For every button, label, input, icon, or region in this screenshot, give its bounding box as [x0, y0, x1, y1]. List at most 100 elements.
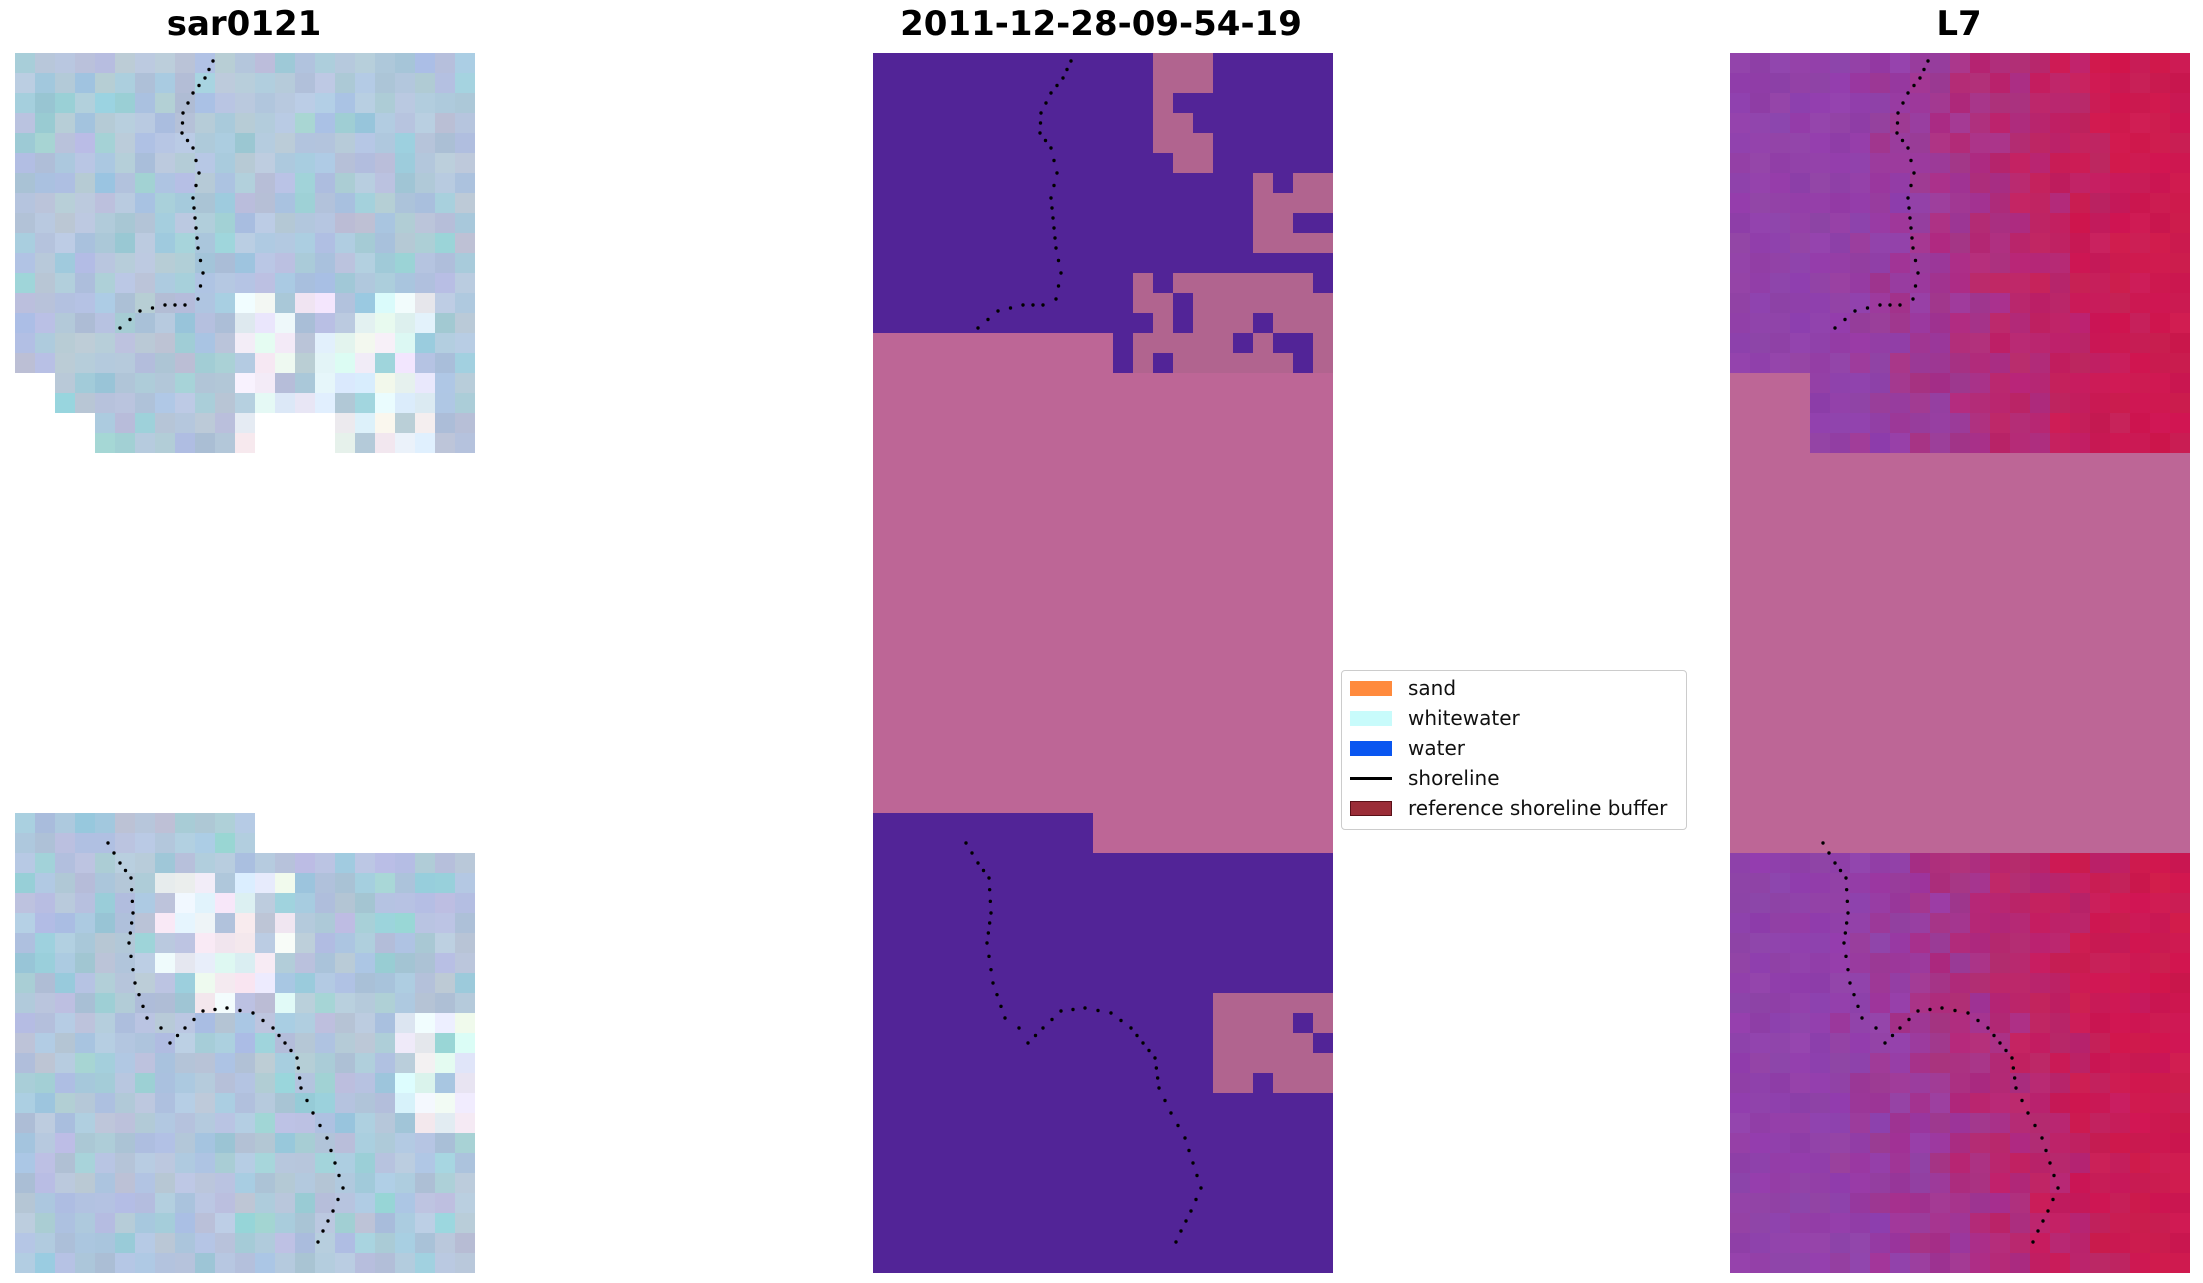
shoreline-point — [2052, 1173, 2056, 1178]
shoreline-point — [150, 306, 155, 310]
shoreline-point — [145, 1016, 149, 1020]
shoreline-point — [1895, 131, 1899, 135]
shoreline-point — [1119, 1018, 1123, 1023]
shoreline-point — [2014, 1086, 2018, 1090]
shoreline-point — [1083, 1006, 1087, 1010]
shoreline-point — [1912, 83, 1916, 88]
shoreline-point — [326, 1219, 330, 1223]
panel-title-rgb: sar0121 — [166, 4, 322, 44]
shoreline-point — [964, 841, 968, 845]
shoreline-point — [1026, 1041, 1030, 1045]
shoreline-point — [1039, 111, 1043, 115]
shoreline-point — [186, 101, 190, 105]
legend-item-water: water — [1350, 734, 1465, 762]
shoreline-point — [1189, 1209, 1193, 1213]
shoreline-point — [1856, 1004, 1860, 1009]
shoreline-point — [133, 981, 137, 985]
shoreline-point — [131, 911, 135, 915]
shoreline-point — [985, 941, 989, 945]
shoreline-point — [995, 992, 999, 997]
shoreline-point — [970, 851, 974, 855]
shoreline-point — [976, 326, 980, 330]
shoreline-point — [1038, 131, 1042, 135]
shoreline-point — [1953, 1008, 1957, 1013]
shoreline-point — [197, 171, 201, 175]
shoreline-point — [2010, 1056, 2014, 1060]
shoreline-point — [987, 887, 992, 892]
shoreline-point — [129, 954, 133, 959]
shoreline-point — [1174, 1240, 1178, 1244]
shoreline-point — [183, 1026, 187, 1030]
shoreline-point — [2051, 1197, 2055, 1202]
shoreline-point — [1049, 146, 1053, 150]
shoreline-point — [129, 921, 134, 925]
shoreline-point — [1056, 284, 1061, 288]
shoreline-point — [1928, 1007, 1932, 1012]
shoreline-point — [1842, 941, 1846, 945]
shoreline-point — [159, 1026, 163, 1030]
shoreline-point — [130, 899, 135, 904]
shoreline-point — [191, 196, 195, 200]
shoreline-point — [316, 1240, 320, 1244]
shoreline-point — [1940, 1006, 1944, 1010]
shoreline-point — [987, 921, 992, 925]
shoreline-point — [999, 1004, 1003, 1009]
shoreline-point — [1179, 1229, 1183, 1233]
legend-item-reference-buffer: reference shoreline buffer — [1350, 794, 1667, 822]
shoreline-point — [1907, 1017, 1911, 1022]
shoreline-point — [1896, 111, 1900, 115]
legend-item-whitewater: whitewater — [1350, 704, 1520, 732]
shoreline-point — [137, 992, 141, 997]
shoreline-point — [194, 226, 198, 230]
shoreline-point — [192, 206, 196, 210]
shoreline-point — [1051, 216, 1055, 220]
shoreline-point — [986, 931, 991, 935]
shoreline-point — [1055, 171, 1059, 175]
shoreline-point — [1049, 91, 1053, 95]
shoreline-point — [2036, 1229, 2040, 1233]
shoreline-point — [1069, 59, 1073, 63]
shoreline-point — [2056, 1186, 2060, 1190]
shoreline-point — [180, 121, 185, 125]
shoreline-point — [1848, 981, 1852, 985]
shoreline-point — [2011, 1066, 2016, 1070]
legend-label: shoreline — [1408, 766, 1500, 790]
shoreline-point — [318, 1123, 322, 1128]
shoreline-point — [277, 1033, 281, 1038]
shoreline-point — [321, 1229, 325, 1233]
shoreline-point — [1163, 1098, 1167, 1103]
shoreline-point — [1998, 1041, 2002, 1045]
shoreline-point — [194, 183, 198, 188]
legend-item-shoreline: shoreline — [1350, 764, 1500, 792]
shoreline-point — [118, 861, 122, 865]
shoreline-point — [191, 91, 195, 95]
shoreline-point — [1050, 1017, 1054, 1022]
shoreline-point — [1926, 59, 1930, 63]
legend-swatch-water — [1350, 740, 1392, 756]
shoreline-point — [203, 76, 207, 80]
shoreline-point — [1096, 1008, 1100, 1013]
shoreline-point — [1199, 1186, 1203, 1190]
shoreline-point — [987, 876, 991, 880]
shoreline-point — [1852, 992, 1856, 997]
shoreline-point — [1843, 317, 1847, 322]
shoreline-point — [211, 59, 215, 63]
shoreline-point — [1052, 158, 1056, 163]
shoreline-point — [118, 326, 122, 330]
shoreline-point — [192, 1017, 196, 1022]
shoreline-point — [1909, 183, 1913, 188]
shoreline-point — [112, 851, 116, 855]
shoreline-point — [1141, 1041, 1145, 1045]
shoreline-point — [1844, 954, 1848, 959]
shoreline-point — [225, 1006, 229, 1010]
shoreline-point — [1021, 303, 1025, 307]
shoreline-point — [283, 1041, 287, 1045]
panel-title-index: L7 — [1936, 4, 1982, 44]
shoreline-point — [1054, 246, 1058, 250]
shoreline-point — [1900, 138, 1905, 143]
shoreline-point — [196, 297, 200, 301]
shoreline-point — [329, 1148, 333, 1153]
shoreline-point — [194, 158, 198, 163]
shoreline-point — [1052, 226, 1056, 230]
